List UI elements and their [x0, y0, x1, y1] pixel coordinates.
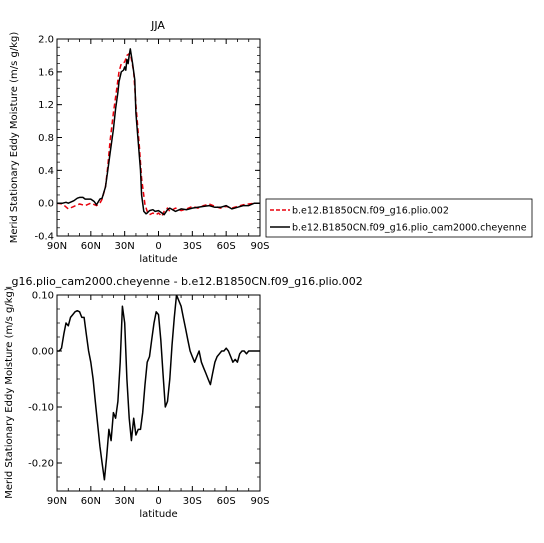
y-tick-label: 0.10	[32, 291, 54, 302]
y-tick-label: 1.6	[38, 67, 54, 78]
y-tick-label: -0.4	[34, 232, 54, 243]
y-tick-label: -0.20	[28, 459, 54, 470]
y-tick-label: -0.10	[28, 403, 54, 414]
series-line-1	[57, 295, 260, 481]
x-tick-label: 60N	[81, 496, 101, 507]
plot-frame	[56, 294, 261, 492]
x-tick-label: 30S	[183, 496, 202, 507]
plot-frame	[56, 38, 261, 237]
x-tick-label: 60N	[81, 241, 101, 252]
y-tick-label: 0.8	[38, 133, 54, 144]
x-tick-label: 30S	[183, 241, 202, 252]
x-tick-label: 90N	[47, 496, 67, 507]
y-tick-label: 1.2	[38, 100, 54, 111]
legend-box	[265, 198, 533, 238]
y-axis-label: Merid Stationary Eddy Moisture (m/s g/kg…	[9, 32, 20, 244]
x-tick-label: 30N	[115, 496, 135, 507]
x-tick-label: 60S	[217, 241, 236, 252]
x-tick-label: 60S	[217, 496, 236, 507]
x-axis-label: latitude	[139, 254, 177, 265]
x-axis-label: latitude	[139, 509, 177, 520]
x-tick-label: 0	[155, 496, 161, 507]
series-line-1	[57, 52, 260, 218]
legend-label-2: b.e12.B1850CN.f09_g16.plio_cam2000.cheye…	[292, 223, 527, 234]
bottom-panel: _g16.plio_cam2000.cheyenne - b.e12.B1850…	[4, 275, 363, 520]
y-axis-label: Merid Stationary Eddy Moisture (m/s g/kg…	[4, 287, 15, 499]
y-tick-label: 0.0	[38, 199, 54, 210]
chart-title: _g16.plio_cam2000.cheyenne - b.e12.B1850…	[5, 275, 363, 288]
x-tick-label: 0	[155, 241, 161, 252]
legend: b.e12.B1850CN.f09_g16.plio.002 b.e12.B185…	[265, 198, 533, 238]
x-tick-label: 90S	[250, 241, 269, 252]
x-tick-label: 30N	[115, 241, 135, 252]
legend-label-1: b.e12.B1850CN.f09_g16.plio.002	[292, 206, 449, 217]
top-panel: JJA 90N 60N 30N 0 30S 60S 90S -0.4 0.0 0.4 0.8 1.2 1.…	[9, 19, 270, 265]
y-tick-label: 2.0	[38, 35, 54, 46]
x-tick-label: 90N	[47, 241, 67, 252]
chart-title: JJA	[150, 19, 165, 32]
x-tick-label: 90S	[250, 496, 269, 507]
y-tick-label: 0.00	[32, 347, 54, 358]
y-tick-label: 0.4	[38, 166, 54, 177]
series-line-2	[57, 48, 260, 216]
